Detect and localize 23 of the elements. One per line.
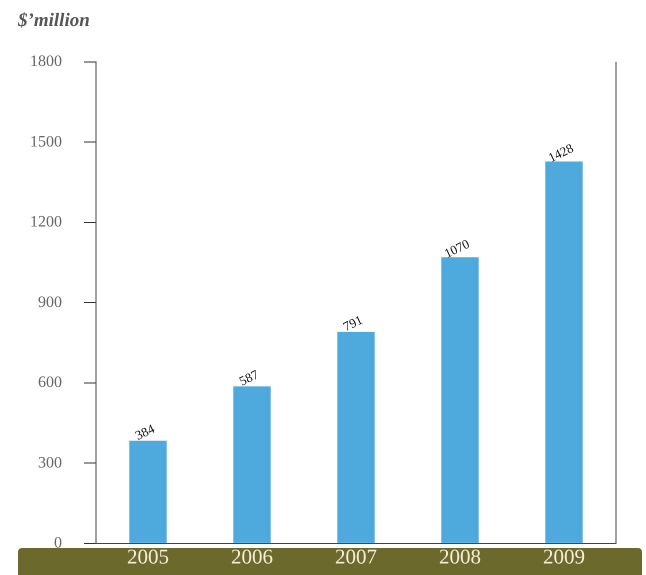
y-axis-title: $’million xyxy=(18,10,90,32)
data-label: 587 xyxy=(236,366,262,389)
x-tick-label: 2005 xyxy=(127,544,169,569)
y-tick-label: 1500 xyxy=(30,133,62,150)
x-tick-label: 2006 xyxy=(231,544,273,569)
x-tick-label: 2007 xyxy=(335,544,377,569)
y-tick-label: 600 xyxy=(38,374,62,392)
y-tick-label: 0 xyxy=(54,534,62,552)
bar xyxy=(337,332,375,543)
bar xyxy=(545,161,583,543)
y-tick-label: 1200 xyxy=(30,214,62,231)
y-tick-label: 300 xyxy=(38,454,62,472)
bar xyxy=(129,440,167,543)
x-tick-label: 2009 xyxy=(543,544,585,569)
bar xyxy=(233,386,271,543)
bar xyxy=(441,257,479,543)
y-tick-label: 1800 xyxy=(30,53,62,70)
data-label: 384 xyxy=(132,420,158,443)
data-label: 791 xyxy=(340,312,365,334)
data-label: 1070 xyxy=(442,236,472,261)
y-tick-label: 900 xyxy=(38,294,62,311)
x-tick-label: 2008 xyxy=(439,544,481,569)
data-label: 1428 xyxy=(546,140,576,166)
